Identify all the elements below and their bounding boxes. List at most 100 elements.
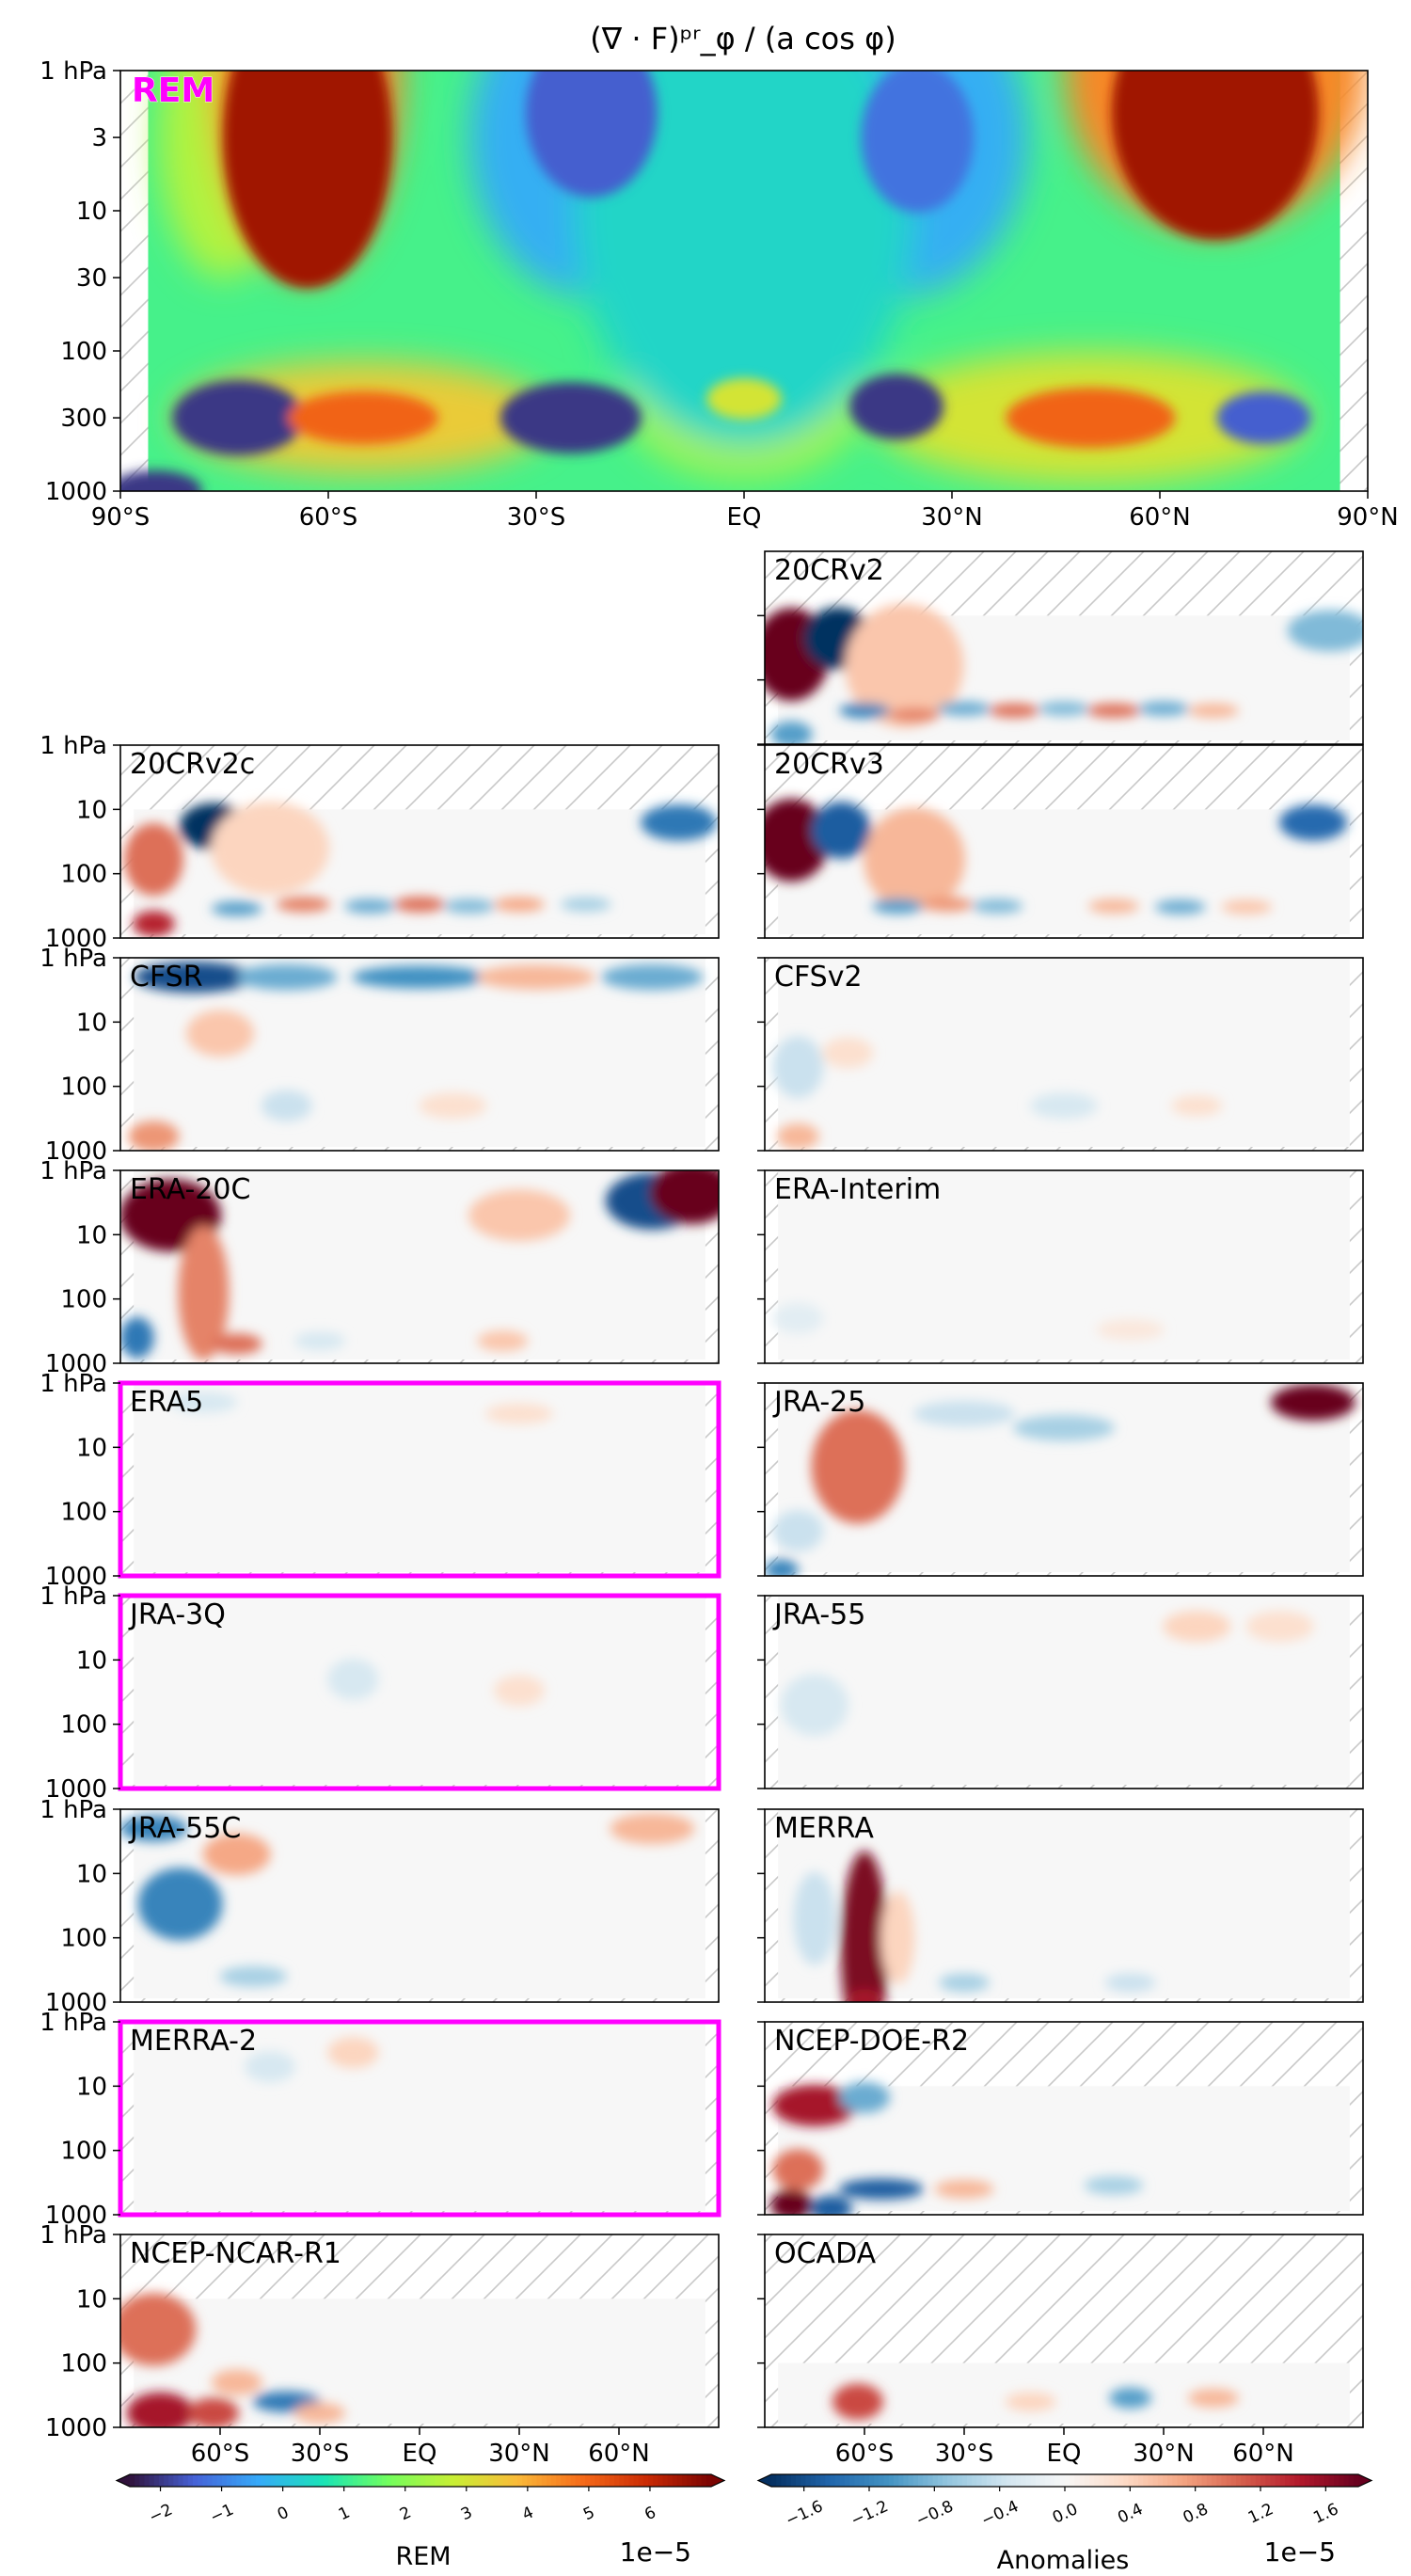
anom-colorbar-swatch [815,2474,821,2487]
rem-colorbar-swatch [202,2474,208,2487]
rem-xtick-label: EQ [727,503,762,532]
anomaly-feature [120,1316,154,1359]
anomaly-feature [294,1331,345,1351]
rem-xtick-label: 30°N [921,503,983,532]
ytick-label: 100 [60,1925,107,1953]
panel-p15 [765,2022,1363,2215]
anom-colorbar-swatch [932,2474,939,2487]
rem-colorbar-swatch [585,2474,591,2487]
anom-colorbar-swatch [776,2474,782,2487]
anomaly-feature [839,703,890,719]
rem-colorbar-tick-label: 6 [642,2504,658,2525]
anomaly-feature [211,901,262,916]
anomaly-feature [444,898,495,914]
anomaly-feature [187,2397,239,2427]
anom-colorbar-swatch [1192,2474,1197,2487]
anom-colorbar-swatch [894,2474,899,2487]
anomaly-feature [1088,898,1139,914]
ytick-label: 100 [60,1073,107,1102]
ytick-label: 1 hPa [40,1796,107,1824]
rem-colorbar-swatch [439,2474,446,2487]
panel-frame [764,550,1364,745]
anom-colorbar-swatch [1236,2474,1242,2487]
anom-colorbar-swatch [1270,2474,1276,2487]
rem-colorbar-swatch [227,2474,232,2487]
rem-colorbar-swatch [372,2474,378,2487]
anomaly-feature [235,963,338,991]
anom-colorbar-swatch [1167,2474,1173,2487]
rem-feature [1006,388,1176,449]
rem-colorbar-swatch [324,2474,329,2487]
rem-colorbar-tick-label: 4 [519,2504,536,2525]
panel-label: ERA-Interim [774,1173,941,1206]
ytick-label: 1000 [45,2414,107,2442]
rem-colorbar-swatch [662,2474,669,2487]
rem-colorbar-swatch [357,2474,363,2487]
rem-colorbar-swatch [435,2474,441,2487]
rem-colorbar-swatch [546,2474,552,2487]
xtick-label: EQ [1047,2440,1082,2468]
rem-colorbar-swatch [488,2474,494,2487]
rem-colorbar-swatch [241,2474,247,2487]
ytick-label: 10 [76,1434,107,1462]
anom-colorbar-swatch [1319,2474,1325,2487]
rem-colorbar-swatch [309,2474,315,2487]
rem-colorbar-swatch [483,2474,489,2487]
anom-colorbar-swatch [1226,2474,1232,2487]
anom-colorbar-swatch [839,2474,846,2487]
rem-colorbar-swatch [527,2474,533,2487]
anomaly-feature [1030,1092,1098,1119]
panel-p1 [765,551,1363,744]
rem-colorbar-swatch [139,2474,146,2487]
anomaly-feature [1109,2387,1152,2409]
anom-colorbar-scale: 1e−5 [1264,2536,1336,2568]
rem-colorbar-swatch [599,2474,606,2487]
anom-colorbar-swatch [849,2474,855,2487]
anom-colorbar-swatch [1001,2474,1007,2487]
anom-colorbar-swatch [1324,2474,1330,2487]
rem-colorbar-swatch [449,2474,455,2487]
anomaly-feature [913,1400,1015,1427]
anom-colorbar-swatch [834,2474,841,2487]
anomaly-feature [1271,1384,1356,1421]
anomaly-feature [294,2402,345,2424]
anomaly-feature [1188,2388,1239,2408]
rem-colorbar-swatch [367,2474,373,2487]
anomaly-feature [219,1965,288,1987]
anom-colorbar-swatch [967,2474,973,2487]
anom-colorbar-swatch [981,2474,988,2487]
rem-ytick-label: 30 [76,264,107,293]
anom-colorbar-swatch [1010,2474,1017,2487]
anom-colorbar-label: Anomalies [997,2546,1130,2575]
rem-ytick-label: 100 [60,338,107,366]
anomaly-feature [880,1891,915,1985]
rem-feature [172,380,305,456]
rem-colorbar-swatch [468,2474,475,2487]
rem-ytick-label: 1 hPa [40,57,107,86]
rem-feature [222,71,392,289]
rem-colorbar-swatch [614,2474,620,2487]
panel-frame [764,1169,1364,1364]
panel-label: JRA-55 [772,1598,865,1631]
rem-colorbar-swatch [386,2474,392,2487]
anom-colorbar-swatch [912,2474,919,2487]
anom-colorbar-swatch [1260,2474,1266,2487]
anom-colorbar-swatch [961,2474,968,2487]
anom-colorbar-swatch [1230,2474,1237,2487]
panel-field [778,1170,1350,1360]
anom-colorbar-swatch [908,2474,914,2487]
anom-colorbar-swatch [927,2474,934,2487]
anom-colorbar-swatch [796,2474,801,2487]
panel-field [134,1596,706,1785]
anom-colorbar-swatch [1040,2474,1046,2487]
anom-colorbar-swatch [1079,2474,1086,2487]
anom-colorbar-swatch [771,2474,777,2487]
anom-colorbar-swatch [1114,2474,1119,2487]
anom-colorbar-swatch [790,2474,797,2487]
panel-p12 [120,1809,719,2002]
anom-colorbar-tick-label: 0.8 [1181,2500,1212,2528]
rem-colorbar-swatch [609,2474,615,2487]
rem-colorbar-swatch [595,2474,601,2487]
rem-colorbar-swatch [638,2474,644,2487]
panel-label: JRA-3Q [128,1598,226,1631]
